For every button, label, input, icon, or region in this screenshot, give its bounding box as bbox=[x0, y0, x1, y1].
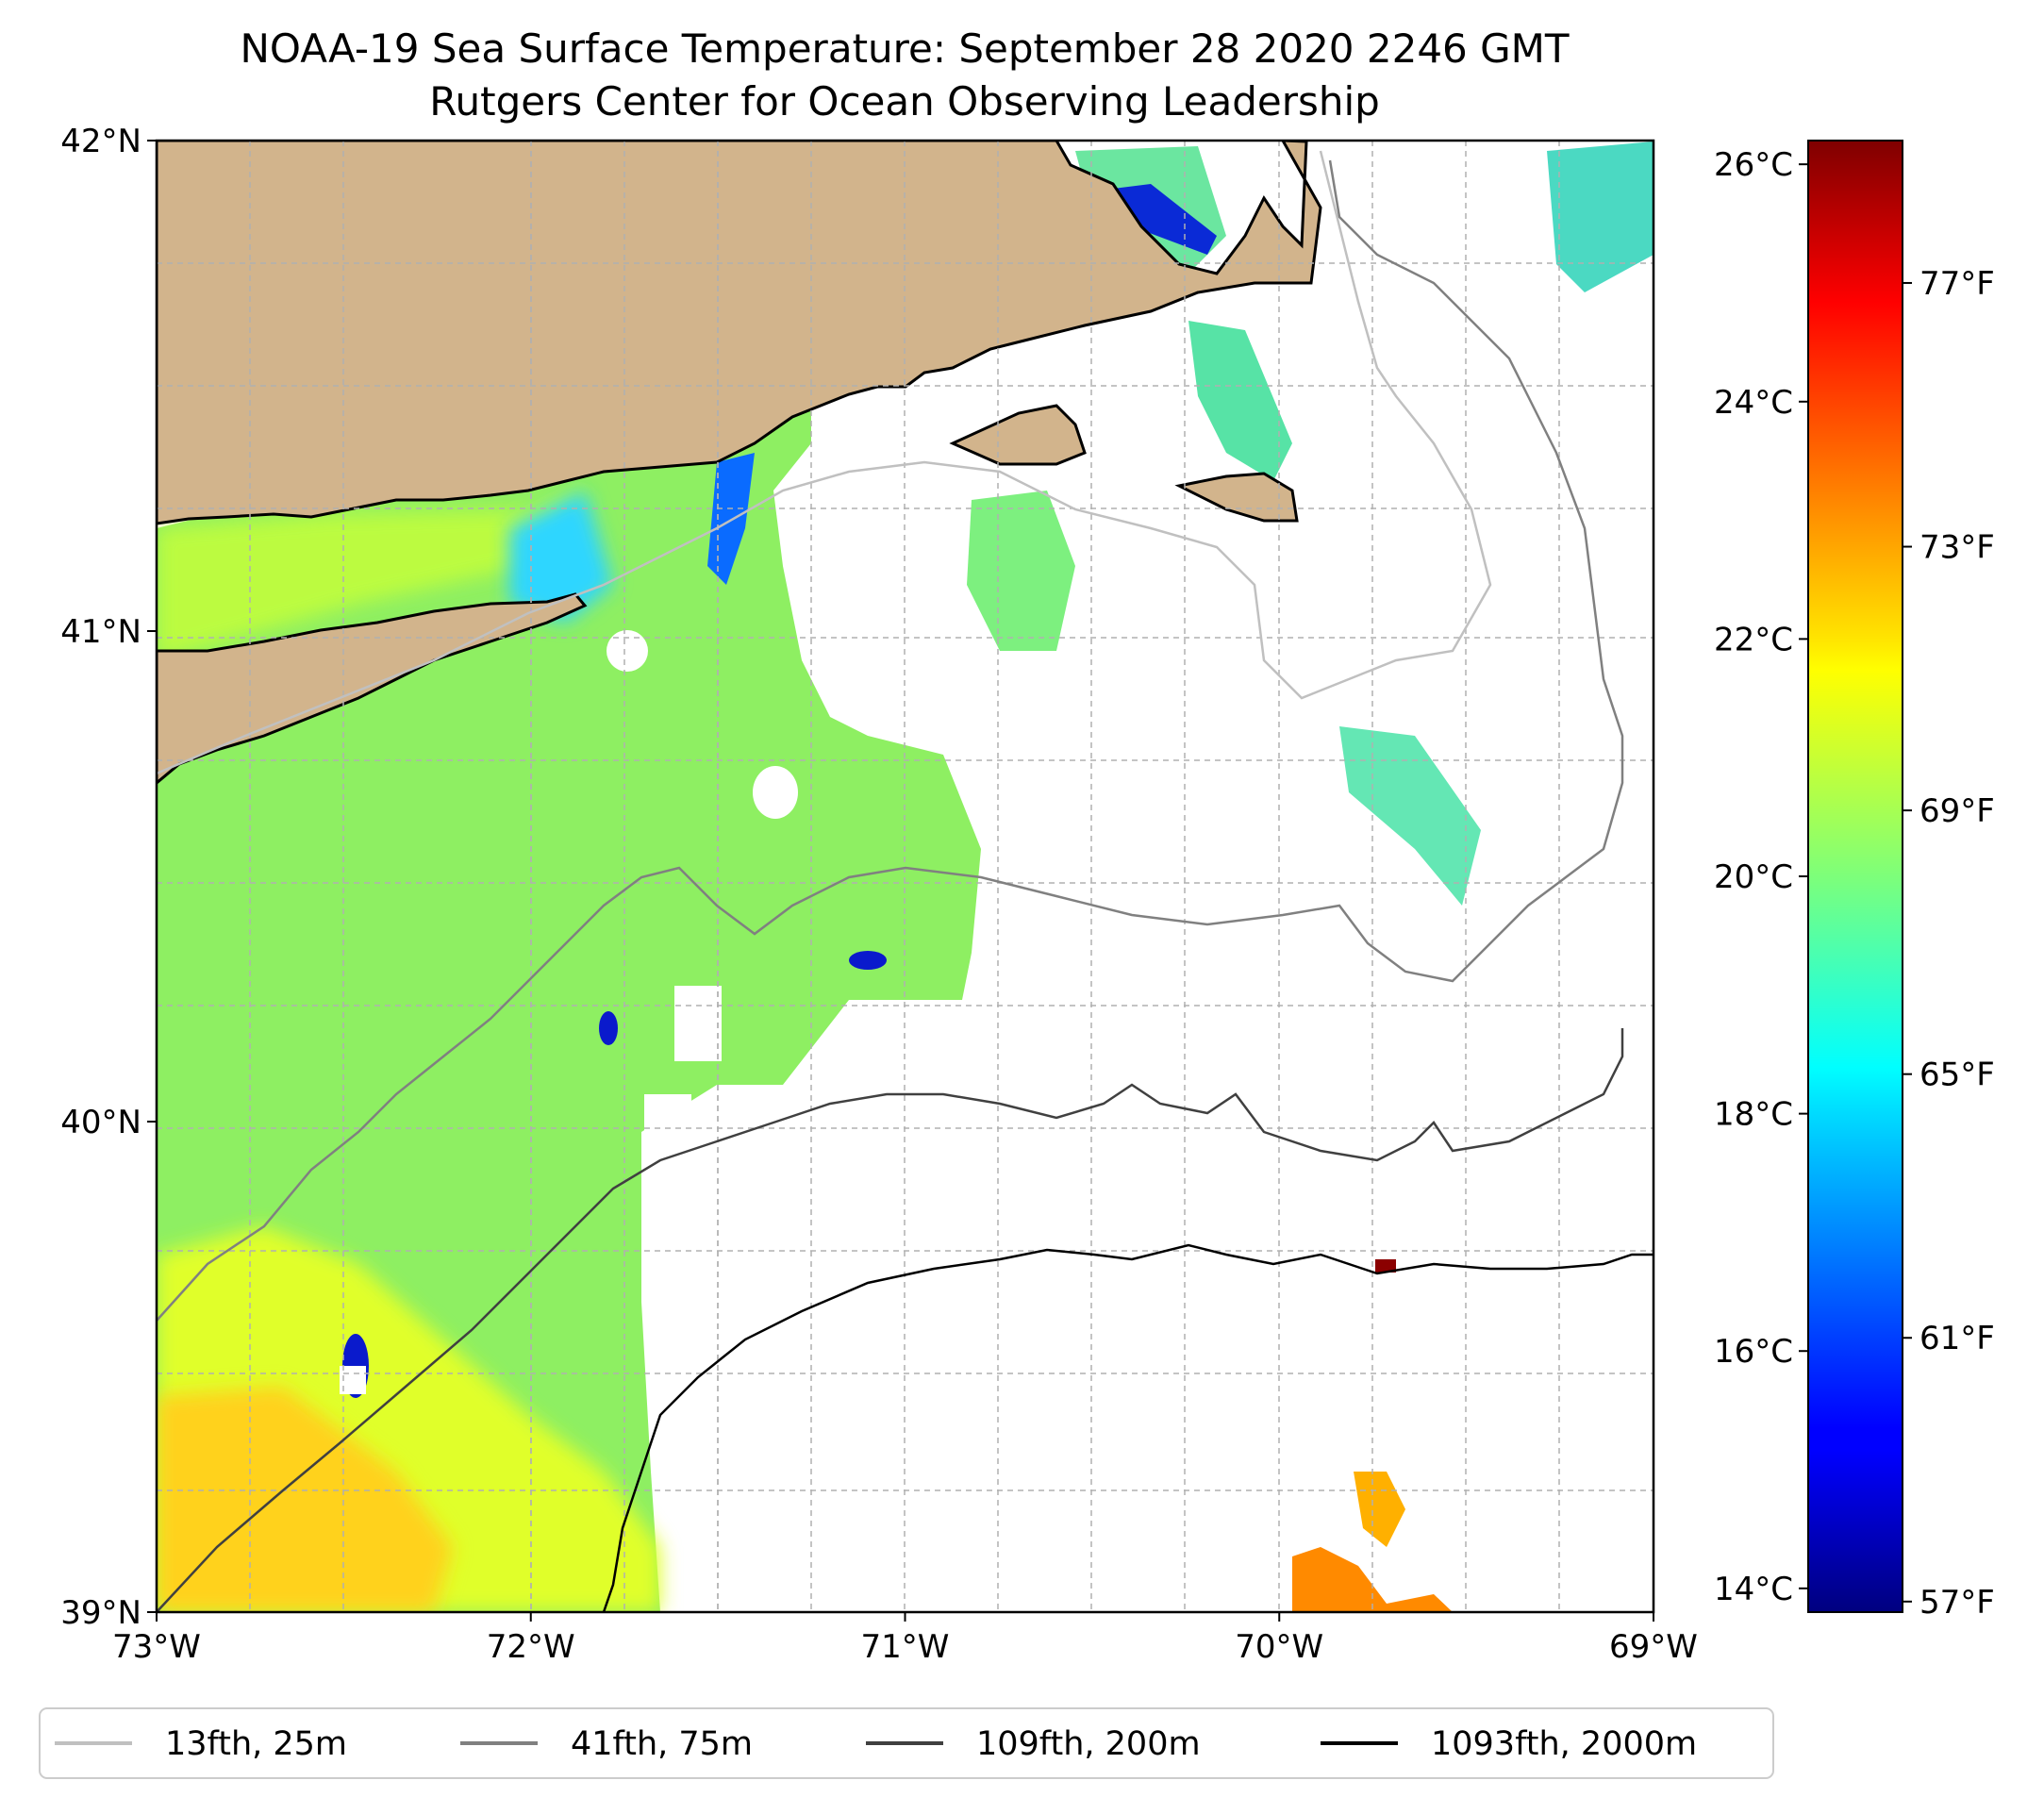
map-panel: 73°W 72°W 71°W 70°W 69°W 42°N 41°N 40°N 39°N bbox=[60, 123, 1698, 1666]
celsius-tick-label: 18°C bbox=[1714, 1096, 1793, 1134]
celsius-tick-label: 26°C bbox=[1714, 146, 1793, 184]
legend-label-25m: 13fth, 25m bbox=[165, 1725, 347, 1763]
sst-field bbox=[157, 141, 1653, 1612]
cloud-gap-2 bbox=[644, 1094, 691, 1141]
celsius-tick-label: 16°C bbox=[1714, 1333, 1793, 1371]
sst-warmest-corner bbox=[157, 1387, 453, 1612]
legend-item-200m: 109fth, 200m bbox=[866, 1725, 1201, 1763]
land-marthas-vineyard bbox=[949, 404, 1087, 466]
sst-yellow-band bbox=[157, 491, 585, 660]
longitude-ticks: 73°W 72°W 71°W 70°W 69°W bbox=[112, 1612, 1698, 1666]
legend-label-75m: 41fth, 75m bbox=[571, 1725, 753, 1763]
fahrenheit-tick-label: 61°F bbox=[1919, 1320, 1995, 1357]
lat-tick-label: 40°N bbox=[60, 1104, 141, 1141]
isobath-25m bbox=[157, 150, 1492, 775]
fahrenheit-ticks: 57°F 61°F 65°F 69°F 73°F 77°F bbox=[1903, 265, 1995, 1622]
sst-cold-spot-1 bbox=[599, 1011, 618, 1045]
lon-tick-label: 70°W bbox=[1235, 1628, 1323, 1666]
sst-cool-patch-li-sound bbox=[509, 491, 613, 623]
celsius-tick-label: 24°C bbox=[1714, 384, 1793, 422]
latitude-ticks: 42°N 41°N 40°N 39°N bbox=[60, 123, 157, 1632]
celsius-tick-label: 20°C bbox=[1714, 858, 1793, 896]
legend-item-75m: 41fth, 75m bbox=[460, 1725, 753, 1763]
lon-tick-label: 71°W bbox=[861, 1628, 950, 1666]
celsius-ticks: 14°C 16°C 18°C 20°C 22°C 24°C 26°C bbox=[1714, 146, 1808, 1608]
sst-cold-spot-2 bbox=[849, 951, 887, 970]
figure-title: NOAA-19 Sea Surface Temperature: Septemb… bbox=[240, 25, 1569, 72]
celsius-tick-label: 22°C bbox=[1714, 621, 1793, 658]
isobath-75m bbox=[157, 159, 1624, 1322]
legend-label-200m: 109fth, 200m bbox=[976, 1725, 1201, 1763]
legend-item-2000m: 1093fth, 2000m bbox=[1321, 1725, 1697, 1763]
lon-tick-label: 69°W bbox=[1609, 1628, 1698, 1666]
fahrenheit-tick-label: 69°F bbox=[1919, 792, 1995, 830]
figure-subtitle: Rutgers Center for Ocean Observing Leade… bbox=[429, 78, 1380, 125]
lon-tick-label: 72°W bbox=[487, 1628, 575, 1666]
sst-hot-spot bbox=[1375, 1259, 1396, 1273]
legend: 13fth, 25m 41fth, 75m 109fth, 200m 1093f… bbox=[39, 1707, 1774, 1779]
fahrenheit-tick-label: 57°F bbox=[1919, 1584, 1995, 1622]
cloud-gap-1 bbox=[674, 986, 722, 1061]
legend-label-2000m: 1093fth, 2000m bbox=[1431, 1725, 1697, 1763]
lat-tick-label: 42°N bbox=[60, 123, 141, 160]
isobath-200m bbox=[157, 1028, 1624, 1612]
gridlines bbox=[157, 141, 1653, 1612]
sst-patch-nantucket-shoals bbox=[1188, 321, 1292, 481]
fahrenheit-tick-label: 77°F bbox=[1919, 265, 1995, 303]
fahrenheit-tick-label: 73°F bbox=[1919, 529, 1995, 567]
fahrenheit-tick-label: 65°F bbox=[1919, 1057, 1995, 1094]
celsius-tick-label: 14°C bbox=[1714, 1571, 1793, 1608]
lon-tick-label: 73°W bbox=[112, 1628, 201, 1666]
sst-patch-vineyard-sound bbox=[967, 491, 1075, 651]
sst-cold-streak-cape-cod-bay bbox=[1113, 184, 1217, 255]
land bbox=[157, 141, 1322, 785]
sst-patch-offshore-north bbox=[1339, 726, 1481, 906]
colorbar: 14°C 16°C 18°C 20°C 22°C 24°C 26°C 57°F 61°F 65°… bbox=[1714, 140, 1995, 1622]
isobaths bbox=[157, 150, 1653, 1612]
land-long-island bbox=[157, 592, 588, 785]
colorbar-gradient bbox=[1807, 140, 1903, 1613]
cloud-gap-4 bbox=[607, 630, 648, 672]
cloud-gap-3 bbox=[753, 766, 798, 819]
legend-item-25m: 13fth, 25m bbox=[55, 1725, 347, 1763]
land-new-england bbox=[157, 141, 1322, 525]
isobath-2000m bbox=[602, 1243, 1653, 1612]
sst-patch-south-warm bbox=[1292, 1547, 1453, 1612]
sst-patch-georges bbox=[1547, 141, 1653, 292]
lat-tick-label: 41°N bbox=[60, 613, 141, 651]
lat-tick-label: 39°N bbox=[60, 1594, 141, 1632]
